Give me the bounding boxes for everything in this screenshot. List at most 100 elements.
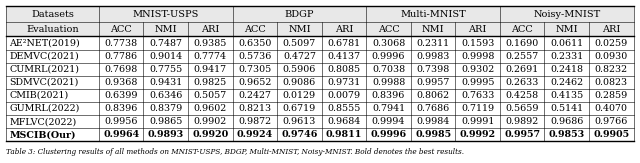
- Text: 0.8396: 0.8396: [372, 91, 405, 100]
- Text: 0.4258: 0.4258: [506, 91, 539, 100]
- Bar: [6, 50, 634, 63]
- Text: 0.9988: 0.9988: [372, 78, 405, 87]
- Text: 0.2633: 0.2633: [506, 78, 539, 87]
- Text: 0.8555: 0.8555: [327, 104, 361, 113]
- Text: 0.9766: 0.9766: [595, 117, 628, 126]
- Text: 0.9964: 0.9964: [103, 130, 140, 139]
- Text: DEMVC(2021): DEMVC(2021): [10, 52, 79, 61]
- Text: 0.9872: 0.9872: [238, 117, 271, 126]
- Text: 0.9905: 0.9905: [593, 130, 629, 139]
- Text: 0.9417: 0.9417: [194, 65, 227, 74]
- Bar: [6, 115, 634, 128]
- Text: 0.5659: 0.5659: [506, 104, 539, 113]
- Text: MFLVC(2022): MFLVC(2022): [10, 117, 77, 126]
- Text: 0.9985: 0.9985: [415, 130, 451, 139]
- Text: 0.7786: 0.7786: [104, 52, 138, 61]
- Text: 0.9014: 0.9014: [149, 52, 182, 61]
- Text: 0.7738: 0.7738: [104, 38, 138, 47]
- Text: 0.9368: 0.9368: [104, 78, 138, 87]
- Text: 0.8379: 0.8379: [149, 104, 182, 113]
- Text: 0.1690: 0.1690: [506, 38, 539, 47]
- Text: 0.9991: 0.9991: [461, 117, 494, 126]
- Text: 0.9998: 0.9998: [461, 52, 494, 61]
- Text: NMI: NMI: [154, 25, 177, 34]
- Text: 0.7686: 0.7686: [417, 104, 450, 113]
- Text: 0.2418: 0.2418: [550, 65, 583, 74]
- Text: Multi-MNIST: Multi-MNIST: [400, 10, 466, 19]
- Text: CMIB(2021): CMIB(2021): [10, 91, 68, 100]
- Text: 0.7755: 0.7755: [149, 65, 182, 74]
- Text: MSCIB(Our): MSCIB(Our): [10, 130, 76, 139]
- Text: 0.9825: 0.9825: [194, 78, 227, 87]
- Text: 0.9892: 0.9892: [506, 117, 539, 126]
- Text: 0.9686: 0.9686: [550, 117, 584, 126]
- Bar: [6, 89, 634, 102]
- Text: 0.2557: 0.2557: [506, 52, 539, 61]
- Text: 0.9811: 0.9811: [326, 130, 362, 139]
- Text: Evaluation: Evaluation: [26, 25, 79, 34]
- Text: 0.0259: 0.0259: [595, 38, 628, 47]
- Text: ARI: ARI: [335, 25, 353, 34]
- Text: 0.0930: 0.0930: [595, 52, 628, 61]
- Text: MNIST-USPS: MNIST-USPS: [132, 10, 199, 19]
- Text: 0.7487: 0.7487: [149, 38, 182, 47]
- Text: 0.9992: 0.9992: [460, 130, 496, 139]
- Text: 0.9920: 0.9920: [192, 130, 228, 139]
- Text: 0.9957: 0.9957: [417, 78, 450, 87]
- Text: 0.9302: 0.9302: [461, 65, 494, 74]
- Text: 0.1593: 0.1593: [461, 38, 494, 47]
- Text: 0.9684: 0.9684: [327, 117, 360, 126]
- Text: ACC: ACC: [378, 25, 399, 34]
- Text: ACC: ACC: [110, 25, 132, 34]
- Text: 0.9613: 0.9613: [283, 117, 316, 126]
- Text: 0.9957: 0.9957: [504, 130, 540, 139]
- Text: NMI: NMI: [556, 25, 578, 34]
- Text: 0.4137: 0.4137: [328, 52, 360, 61]
- Text: 0.9652: 0.9652: [238, 78, 271, 87]
- Text: 0.9984: 0.9984: [417, 117, 450, 126]
- Text: GUMRL(2022): GUMRL(2022): [10, 104, 80, 113]
- Text: 0.7774: 0.7774: [194, 52, 227, 61]
- Text: AE²NET(2019): AE²NET(2019): [10, 38, 80, 47]
- Text: 0.8213: 0.8213: [238, 104, 271, 113]
- Text: 0.4727: 0.4727: [283, 52, 316, 61]
- Text: 0.9602: 0.9602: [194, 104, 227, 113]
- Bar: [6, 37, 634, 50]
- Text: 0.5097: 0.5097: [283, 38, 316, 47]
- Text: 0.0079: 0.0079: [328, 91, 360, 100]
- Text: 0.2691: 0.2691: [506, 65, 539, 74]
- Text: 0.9893: 0.9893: [148, 130, 184, 139]
- Text: 0.9385: 0.9385: [194, 38, 227, 47]
- Text: ARI: ARI: [201, 25, 220, 34]
- Text: 0.8396: 0.8396: [104, 104, 138, 113]
- Text: 0.9983: 0.9983: [417, 52, 450, 61]
- Text: 0.7941: 0.7941: [372, 104, 405, 113]
- Text: 0.7698: 0.7698: [104, 65, 138, 74]
- Bar: [6, 22, 634, 37]
- Text: ACC: ACC: [511, 25, 533, 34]
- Text: 0.0823: 0.0823: [595, 78, 628, 87]
- Text: 0.7038: 0.7038: [372, 65, 405, 74]
- Text: 0.4135: 0.4135: [550, 91, 584, 100]
- Text: 0.6346: 0.6346: [149, 91, 182, 100]
- Text: 0.5736: 0.5736: [238, 52, 271, 61]
- Bar: [6, 102, 634, 115]
- Bar: [6, 76, 634, 89]
- Text: 0.8062: 0.8062: [417, 91, 450, 100]
- Text: 0.6350: 0.6350: [238, 38, 271, 47]
- Text: 0.9853: 0.9853: [548, 130, 585, 139]
- Text: 0.6719: 0.6719: [283, 104, 316, 113]
- Bar: [6, 128, 634, 141]
- Text: NMI: NMI: [288, 25, 311, 34]
- Text: 0.8232: 0.8232: [595, 65, 628, 74]
- Text: Noisy-MNIST: Noisy-MNIST: [533, 10, 600, 19]
- Text: 0.5057: 0.5057: [194, 91, 227, 100]
- Text: 0.9086: 0.9086: [283, 78, 316, 87]
- Bar: [6, 63, 634, 76]
- Text: ARI: ARI: [468, 25, 487, 34]
- Text: 0.8085: 0.8085: [328, 65, 360, 74]
- Text: ACC: ACC: [244, 25, 266, 34]
- Text: 0.5141: 0.5141: [550, 104, 583, 113]
- Text: 0.6399: 0.6399: [104, 91, 138, 100]
- Text: 0.2462: 0.2462: [550, 78, 583, 87]
